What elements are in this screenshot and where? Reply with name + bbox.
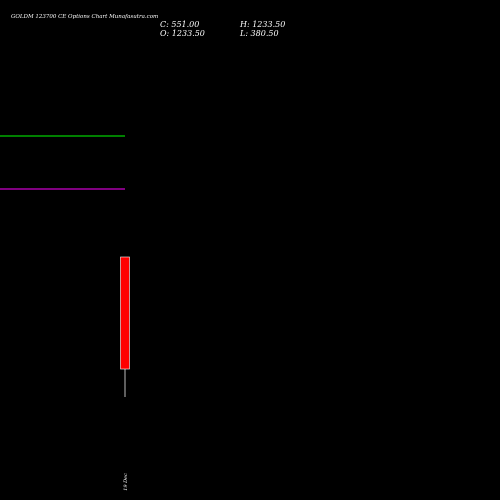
candles-group <box>120 256 130 397</box>
candle-body <box>120 256 130 370</box>
chart-title: GOLDM 123700 CE Options Chart Munafasutr… <box>11 14 159 20</box>
close-value: C: 551.00 <box>160 20 200 29</box>
low-value: L: 380.50 <box>240 29 279 38</box>
high-value: H: 1233.50 <box>240 20 286 29</box>
x-tick-label: 19 Dec <box>123 473 129 491</box>
open-value: O: 1233.50 <box>160 29 205 38</box>
x-tick-labels: 19 Dec <box>123 473 129 491</box>
